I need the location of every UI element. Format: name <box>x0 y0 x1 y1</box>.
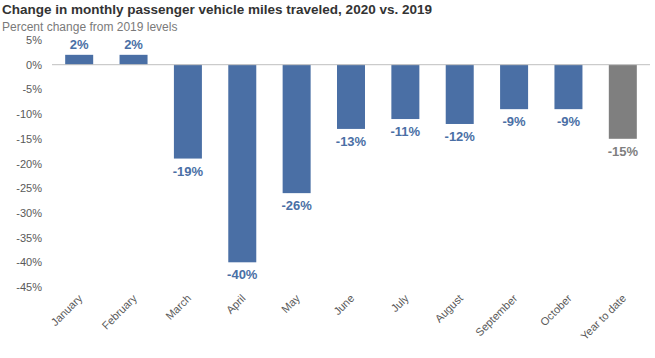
y-tick <box>48 188 52 189</box>
bar <box>283 65 311 193</box>
x-tick-label: June <box>331 292 356 317</box>
title: Change in monthly passenger vehicle mile… <box>2 2 432 17</box>
data-label: -9% <box>503 114 527 129</box>
x-tick-label: July <box>388 292 411 315</box>
x-tick-label: May <box>279 292 303 316</box>
y-tick <box>48 262 52 263</box>
y-tick-label: -30% <box>16 207 42 219</box>
bar <box>337 65 365 129</box>
data-label: -15% <box>608 144 639 159</box>
y-tick <box>48 237 52 238</box>
x-tick-label: April <box>224 292 248 316</box>
x-tick-label: Year to date <box>578 292 628 342</box>
bar <box>391 65 419 119</box>
subtitle: Percent change from 2019 levels <box>2 20 177 34</box>
bar <box>446 65 474 124</box>
y-tick <box>48 64 52 65</box>
bar <box>174 65 202 159</box>
x-tick-label: February <box>99 292 139 332</box>
x-tick-label: March <box>163 292 193 322</box>
y-tick-label: -40% <box>16 256 42 268</box>
data-label: -9% <box>557 114 581 129</box>
data-label: 2% <box>124 37 143 52</box>
bar <box>228 65 256 263</box>
data-label: -13% <box>336 134 367 149</box>
y-tick <box>48 114 52 115</box>
chart-container: Change in monthly passenger vehicle mile… <box>0 0 655 358</box>
bar <box>500 65 528 109</box>
y-tick <box>48 212 52 213</box>
y-tick <box>48 40 52 41</box>
y-tick <box>48 138 52 139</box>
x-tick-label: October <box>538 292 574 328</box>
y-tick <box>48 89 52 90</box>
data-label: -12% <box>445 129 476 144</box>
y-tick-label: 5% <box>26 34 42 46</box>
y-tick-label: 0% <box>26 59 42 71</box>
y-tick <box>48 163 52 164</box>
bar <box>554 65 582 109</box>
y-tick-label: -5% <box>22 83 42 95</box>
zero-line <box>52 64 650 65</box>
y-tick-label: -20% <box>16 158 42 170</box>
data-label: -26% <box>281 198 312 213</box>
y-tick-label: -15% <box>16 133 42 145</box>
y-tick-label: -10% <box>16 108 42 120</box>
y-tick-label: -25% <box>16 182 42 194</box>
bar <box>609 65 637 139</box>
y-tick-label: -45% <box>16 281 42 293</box>
data-labels: 2% 2% -19% -40% -26% -13% -11% -12% -9% -9% -15% <box>70 37 639 282</box>
data-label: -11% <box>391 124 421 139</box>
data-label: -19% <box>173 164 204 179</box>
bar <box>120 55 148 65</box>
data-label: 2% <box>70 37 89 52</box>
chart-svg: Change in monthly passenger vehicle mile… <box>0 0 655 358</box>
y-tick-label: -35% <box>16 232 42 244</box>
y-tick <box>48 287 52 288</box>
bars <box>65 55 637 262</box>
data-label: -40% <box>227 267 258 282</box>
x-axis: January February March April May June July Augu… <box>48 292 628 343</box>
bar <box>65 55 93 65</box>
x-tick-label: September <box>473 292 520 339</box>
y-axis: 5% 0% -5% -10% -15% -20% -25% -30% -35% -40% -45% <box>16 34 52 293</box>
x-tick-label: January <box>48 292 85 329</box>
x-tick-label: August <box>432 292 465 325</box>
